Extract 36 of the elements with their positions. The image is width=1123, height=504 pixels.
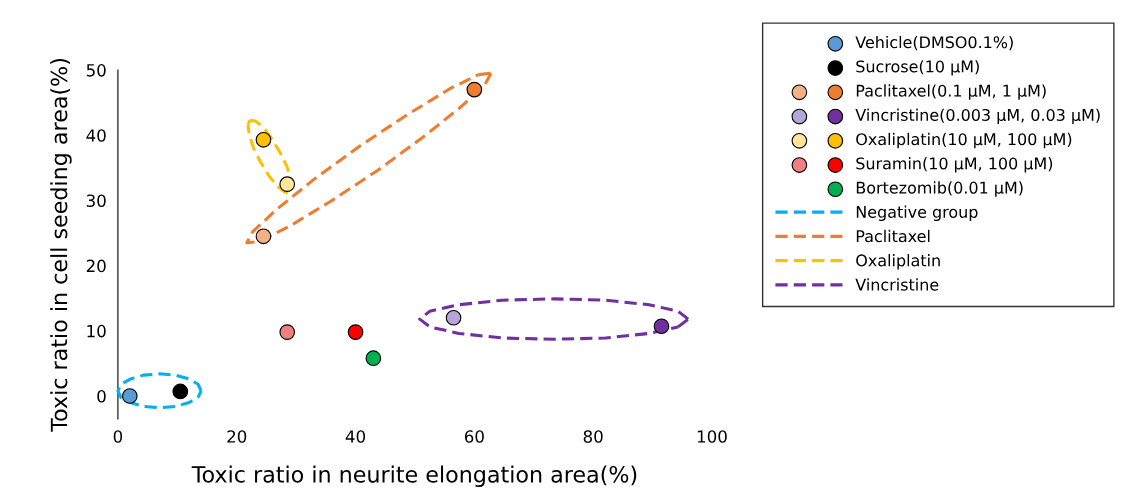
point — [466, 81, 483, 98]
y-axis-title: Toxic ratio in cell seeding area(%) — [50, 59, 72, 432]
y-tick-label: 20 — [86, 259, 106, 273]
point — [445, 309, 462, 326]
x-tick-label: 0 — [113, 430, 123, 443]
legend-label: Oxaliplatin — [856, 254, 940, 270]
legend-label: Paclitaxel — [856, 229, 930, 243]
y-tick-label: 10 — [87, 324, 106, 338]
point — [279, 176, 296, 192]
legend-label: Paclitaxel(0.1 μM, 1 μM) — [856, 84, 1046, 100]
y-tick-label: 40 — [86, 129, 106, 142]
x-tick-label: 100 — [697, 430, 727, 443]
y-tick-label: 50 — [86, 64, 106, 77]
legend-label: Bortezomib(0.01 μM) — [856, 181, 1023, 197]
x-axis-title: Toxic ratio in neurite elongation area(%) — [191, 465, 637, 488]
legend-label: Oxaliplatin(10 μM, 100 μM) — [856, 132, 1072, 149]
y-tick-label: 30 — [86, 194, 106, 208]
point — [255, 228, 272, 245]
legend-label: Suramin(10 μM, 100 μM) — [856, 157, 1053, 173]
legend-label: Sucrose(10 μM) — [856, 60, 979, 76]
x-tick-label: 20 — [227, 430, 247, 443]
point — [121, 388, 138, 404]
x-tick-label: 60 — [464, 430, 484, 443]
legend-label: Vehicle(DMSO0.1%) — [855, 35, 1013, 51]
point — [279, 324, 296, 340]
y-tick-label: 0 — [97, 389, 106, 403]
point — [347, 324, 364, 340]
point — [172, 383, 189, 400]
legend-label: Negative group — [856, 205, 978, 222]
legend-label: Vincristine(0.003 μM, 0.03 μM) — [855, 108, 1100, 125]
x-tick-label: 80 — [583, 430, 603, 443]
point — [255, 131, 272, 148]
point — [365, 350, 382, 367]
x-tick-label: 40 — [345, 430, 366, 443]
point — [653, 318, 670, 335]
legend-label: Vincristine — [855, 278, 939, 291]
